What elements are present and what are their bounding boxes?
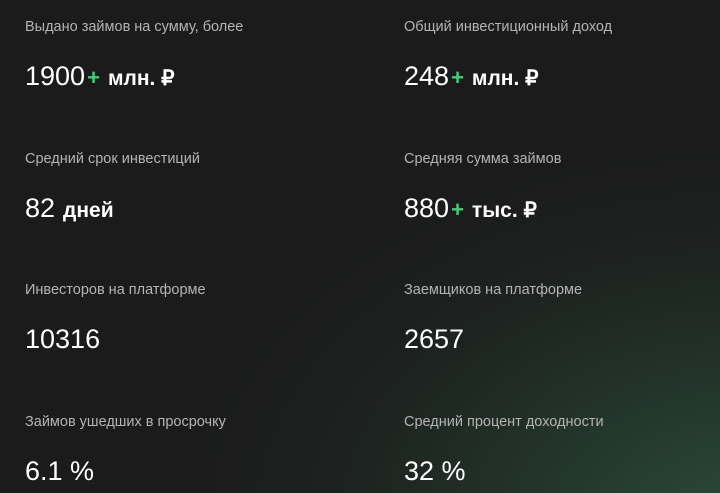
stat-unit: млн. ₽ (471, 67, 539, 90)
stat-value-row: 248+ млн. ₽ (404, 60, 720, 95)
stat-label: Средняя сумма займов (404, 150, 562, 167)
stat-value: 82 (25, 192, 56, 223)
stat-avg-loan: Средняя сумма займов 880+ тыс. ₽ (404, 150, 720, 227)
stat-unit: тыс. ₽ (471, 198, 537, 222)
plus-sign: + (451, 65, 464, 90)
stat-value-row: 6.1 % (25, 455, 365, 487)
stat-unit: млн. ₽ (107, 67, 175, 90)
stat-label: Средний срок инвестиций (25, 150, 200, 167)
stat-label: Заемщиков на платформе (404, 282, 583, 298)
stat-value: 248 (404, 61, 450, 91)
stat-label: Займов ушедших в просрочку (25, 413, 226, 430)
stat-label: Инвесторов на платформе (25, 282, 206, 298)
stat-investment-income: Общий инвестиционный доход 248+ млн. ₽ (404, 18, 720, 95)
stat-value-row: 2657 (404, 323, 720, 355)
stat-value: 6.1 % (25, 455, 95, 486)
stat-overdue-loans: Займов ушедших в просрочку 6.1 % (25, 413, 365, 487)
stat-unit: дней (63, 198, 114, 222)
stat-value-row: 82 дней (25, 192, 365, 227)
stat-value: 880 (404, 192, 450, 223)
stat-label: Выдано займов на сумму, более (25, 19, 244, 35)
stat-value-row: 32 % (404, 455, 720, 487)
stat-value: 1900 (25, 61, 86, 91)
stat-value-row: 10316 (25, 323, 365, 355)
plus-sign: + (87, 65, 100, 90)
stat-value-row: 1900+ млн. ₽ (25, 60, 365, 95)
stat-value-row: 880+ тыс. ₽ (404, 192, 720, 227)
stat-label: Средний процент доходности (404, 413, 604, 430)
stat-loans-issued: Выдано займов на сумму, более 1900+ млн. … (25, 18, 365, 95)
stat-value: 2657 (404, 324, 465, 354)
stat-avg-term: Средний срок инвестиций 82 дней (25, 150, 365, 227)
stat-investors: Инвесторов на платформе 10316 (25, 281, 365, 355)
plus-sign: + (451, 196, 464, 222)
stat-borrowers: Заемщиков на платформе 2657 (404, 281, 720, 355)
stat-avg-yield: Средний процент доходности 32 % (404, 413, 720, 487)
stat-label: Общий инвестиционный доход (404, 19, 613, 35)
stat-value: 32 % (404, 455, 466, 486)
stat-value: 10316 (25, 324, 101, 354)
